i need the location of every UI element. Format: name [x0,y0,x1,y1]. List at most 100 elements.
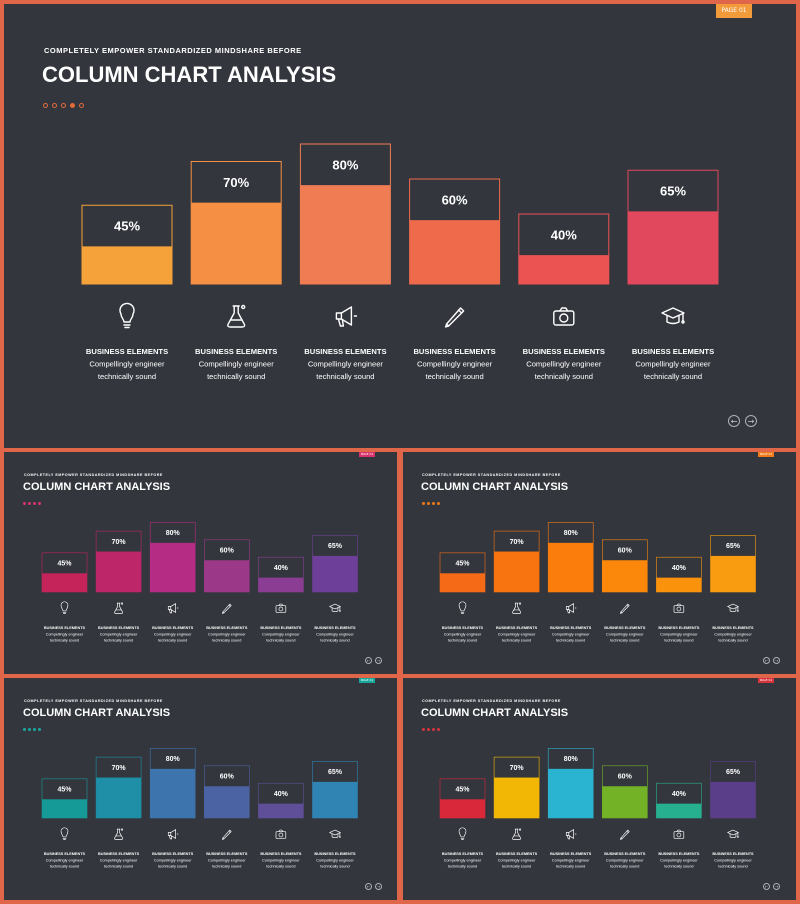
item-desc-line: Compellingly engineer [444,632,482,636]
slide-subtitle: COMPLETELY EMPOWER STANDARDIZED MINDSHAR… [422,699,561,703]
item-desc-line: Compellingly engineer [154,858,192,862]
item-desc-line: Compellingly engineer [316,632,354,636]
page-tag: PAGE 01 [359,452,375,457]
next-slide-button[interactable]: → [773,883,780,890]
graduation-cap-icon [727,603,739,613]
megaphone-icon [335,306,358,327]
dot [33,728,36,731]
item-title: BUSINESS ELEMENTS [260,626,302,630]
item-desc-line: Compellingly engineer [308,360,384,369]
column-chart: 45% BUSINESS ELEMENTS Compellingly enginee… [439,522,756,643]
bar-value-label: 60% [442,192,468,207]
item-desc-line: Compellingly engineer [208,632,246,636]
megaphone-icon [167,603,179,614]
item-desc-line: technically sound [104,865,133,869]
item-desc-line: Compellingly engineer [714,858,752,862]
prev-slide-button[interactable]: ← [763,657,770,664]
dot [437,502,440,505]
item-desc-line: Compellingly engineer [316,858,354,862]
bar [548,768,594,818]
item-desc-line: technically sound [266,639,295,643]
prev-slide-button[interactable]: ← [365,657,372,664]
item-desc-line: technically sound [718,639,747,643]
item-desc-line: Compellingly engineer [46,858,84,862]
slide-subtitle: COMPLETELY EMPOWER STANDARDIZED MINDSHAR… [24,473,163,477]
bar [656,577,702,592]
next-slide-button[interactable]: → [773,657,780,664]
item-desc-line: Compellingly engineer [606,858,644,862]
bar [656,803,702,818]
bar [300,185,391,284]
bar-value-label: 80% [332,157,358,172]
bar [312,555,358,592]
next-slide-button[interactable]: → [375,657,382,664]
slide-title: COLUMN CHART ANALYSIS [421,481,569,493]
bar-value-label: 80% [564,530,579,537]
item-title: BUSINESS ELEMENTS [658,626,700,630]
item-title: BUSINESS ELEMENTS [86,347,168,356]
column-chart: 45% BUSINESS ELEMENTS Compellingly enginee… [41,522,358,643]
item-desc-line: Compellingly engineer [660,632,698,636]
lightbulb-icon [60,827,69,840]
pencil-icon [222,829,232,840]
slide-title: COLUMN CHART ANALYSIS [23,707,171,719]
bar [518,255,609,284]
item-desc-line: Compellingly engineer [199,360,275,369]
bar [150,542,196,592]
bar [191,202,282,284]
camera-icon [673,603,685,613]
item-desc-line: technically sound [158,639,187,643]
item-title: BUSINESS ELEMENTS [550,852,592,856]
item-desc-line: technically sound [664,865,693,869]
lightbulb-icon [60,601,69,614]
bar [710,781,756,818]
item-title: BUSINESS ELEMENTS [712,852,754,856]
bar [204,560,250,592]
bar [150,768,196,818]
item-desc-line: technically sound [50,639,79,643]
main-slide: PAGE 01 COMPLETELY EMPOWER STANDARDIZED … [4,4,796,448]
item-desc-line: Compellingly engineer [208,858,246,862]
item-title: BUSINESS ELEMENTS [604,626,646,630]
bar [440,799,485,818]
bar-value-label: 70% [510,539,525,546]
dot [70,103,75,108]
slide-title: COLUMN CHART ANALYSIS [421,707,569,719]
megaphone-icon [565,603,577,614]
slide-title: COLUMN CHART ANALYSIS [42,62,337,87]
item-title: BUSINESS ELEMENTS [206,626,248,630]
next-slide-button[interactable]: → [745,415,757,427]
slide-nav: ← → [763,883,780,890]
item-desc-line: technically sound [718,865,747,869]
next-slide-button[interactable]: → [375,883,382,890]
item-title: BUSINESS ELEMENTS [314,626,356,630]
page-tag: PAGE 01 [359,678,375,683]
bar-value-label: 65% [328,543,343,550]
bar-value-label: 70% [223,175,249,190]
item-desc-line: Compellingly engineer [154,632,192,636]
item-title: BUSINESS ELEMENTS [413,347,495,356]
item-desc-line: technically sound [502,639,531,643]
pencil-icon [444,307,465,328]
camera-icon [673,829,685,839]
dot [61,103,66,108]
bar [258,577,304,592]
pagination-dots [422,728,440,731]
dot [422,728,425,731]
bar-value-label: 60% [618,547,633,554]
bar [82,246,172,284]
bar-value-label: 40% [672,565,687,572]
item-title: BUSINESS ELEMENTS [98,852,140,856]
prev-slide-button[interactable]: ← [728,415,740,427]
page-tag: PAGE 01 [758,678,774,683]
bar-value-label: 70% [510,765,525,772]
dot [437,728,440,731]
prev-slide-button[interactable]: ← [365,883,372,890]
slide-pink: PAGE 01 COMPLETELY EMPOWER STANDARDIZED … [4,452,397,674]
dot [432,728,435,731]
item-title: BUSINESS ELEMENTS [550,626,592,630]
item-title: BUSINESS ELEMENTS [632,347,714,356]
slide-nav: ← → [763,657,780,664]
bar [440,573,485,592]
prev-slide-button[interactable]: ← [763,883,770,890]
